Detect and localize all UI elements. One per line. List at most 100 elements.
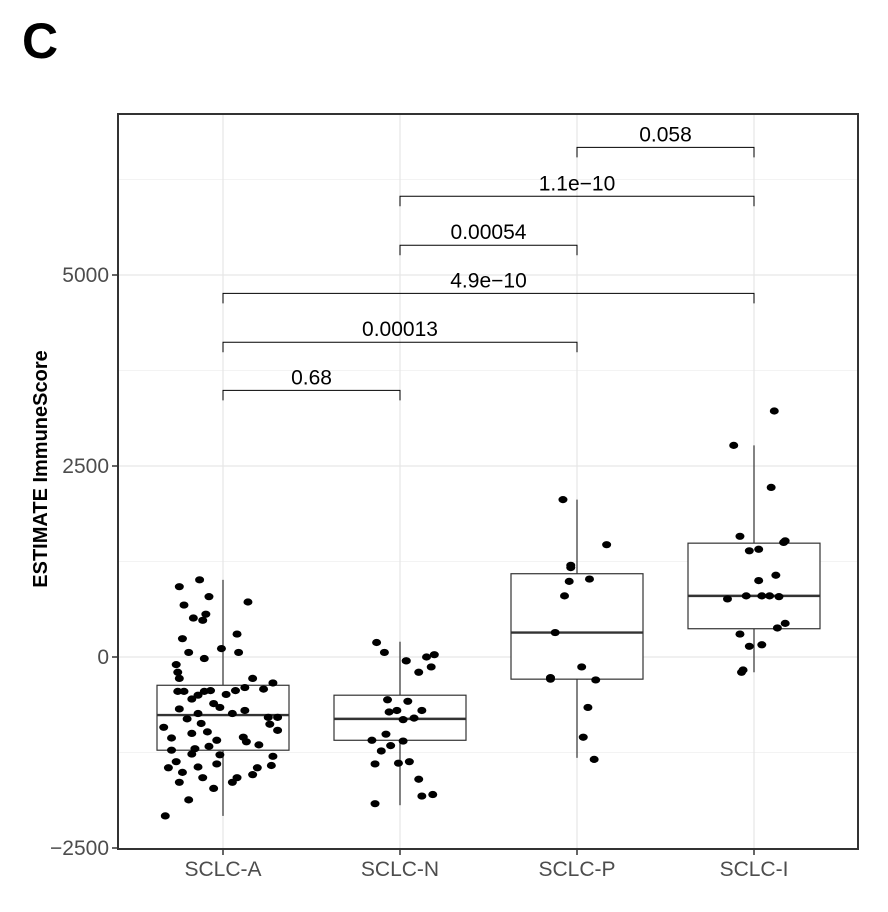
data-point [167, 746, 177, 754]
data-point [174, 705, 184, 713]
data-point [550, 628, 560, 637]
data-point [248, 674, 258, 682]
data-point [184, 796, 194, 804]
data-point [184, 648, 194, 657]
data-point [188, 614, 198, 622]
data-point [215, 703, 225, 712]
data-point [187, 750, 197, 758]
data-point [266, 761, 276, 770]
data-point [174, 583, 184, 591]
data-point [206, 687, 216, 695]
data-point [190, 745, 200, 753]
data-point [174, 778, 184, 786]
data-point [566, 561, 576, 569]
data-point [193, 709, 203, 718]
data-point [383, 696, 393, 704]
data-point [370, 760, 380, 768]
data-point [259, 685, 269, 693]
data-point [757, 641, 767, 649]
data-point [171, 758, 181, 766]
data-point [227, 709, 237, 718]
data-point [370, 800, 380, 808]
data-point [367, 736, 377, 744]
data-point [429, 651, 439, 659]
data-point [398, 716, 408, 724]
data-point [757, 592, 767, 600]
data-point [198, 774, 208, 782]
comparison-bracket [576, 146, 755, 158]
data-point [729, 441, 739, 449]
data-point [204, 593, 214, 601]
data-point [252, 764, 262, 772]
p-value-label: 4.9e−10 [450, 269, 527, 292]
data-point [744, 642, 754, 650]
data-point [215, 751, 225, 759]
data-point [404, 758, 414, 766]
data-point [422, 653, 432, 661]
data-point [173, 687, 183, 695]
p-value-label: 0.058 [639, 123, 692, 146]
data-point [209, 700, 219, 708]
data-point [376, 747, 386, 755]
plot-frame [117, 113, 859, 850]
data-point [403, 697, 413, 705]
data-point [268, 752, 278, 760]
data-point [234, 648, 244, 657]
data-point [196, 719, 206, 728]
data-point [216, 644, 226, 653]
data-point [765, 592, 775, 600]
data-point [193, 691, 203, 699]
y-tick-label: 5000 [62, 264, 109, 287]
data-point [381, 730, 391, 738]
data-point [174, 674, 184, 682]
data-point [212, 736, 222, 744]
data-point [187, 729, 197, 738]
data-point [754, 545, 764, 553]
data-point [240, 683, 250, 692]
data-point [398, 737, 408, 745]
data-point [780, 537, 790, 545]
p-value-label: 0.00013 [362, 318, 438, 341]
data-point [372, 638, 382, 647]
data-point [163, 764, 173, 772]
data-point [159, 723, 169, 731]
data-point [384, 708, 394, 716]
box-iqr [510, 573, 644, 680]
data-point [735, 630, 745, 638]
data-point [766, 483, 776, 491]
data-point [737, 668, 747, 676]
x-tick-label: SCLC-I [720, 858, 789, 881]
data-point [265, 720, 275, 728]
data-point [417, 706, 427, 715]
data-point [769, 407, 779, 415]
data-point [230, 687, 240, 695]
data-point [392, 706, 402, 715]
data-point [240, 706, 250, 715]
data-point [401, 657, 411, 665]
data-point [409, 714, 419, 722]
data-point [248, 771, 258, 779]
data-point [268, 679, 278, 687]
data-points [159, 407, 790, 820]
x-tick-label: SCLC-A [184, 858, 261, 881]
data-point [386, 742, 396, 750]
data-point [754, 577, 764, 585]
p-value-label: 1.1e−10 [539, 172, 616, 195]
data-point [241, 738, 251, 746]
comparison-bracket [222, 389, 401, 401]
data-point [771, 571, 781, 579]
data-point [232, 630, 242, 638]
data-point [193, 763, 203, 771]
data-point [173, 668, 183, 676]
data-point [577, 663, 587, 671]
data-point [199, 654, 209, 663]
data-point [560, 592, 570, 600]
x-tick-label: SCLC-N [361, 858, 439, 881]
data-point [558, 496, 568, 504]
p-value-label: 0.00054 [451, 221, 527, 244]
data-point [744, 547, 754, 555]
data-point [735, 532, 745, 540]
data-point [393, 759, 403, 767]
data-point [204, 742, 214, 750]
data-point [741, 592, 751, 600]
